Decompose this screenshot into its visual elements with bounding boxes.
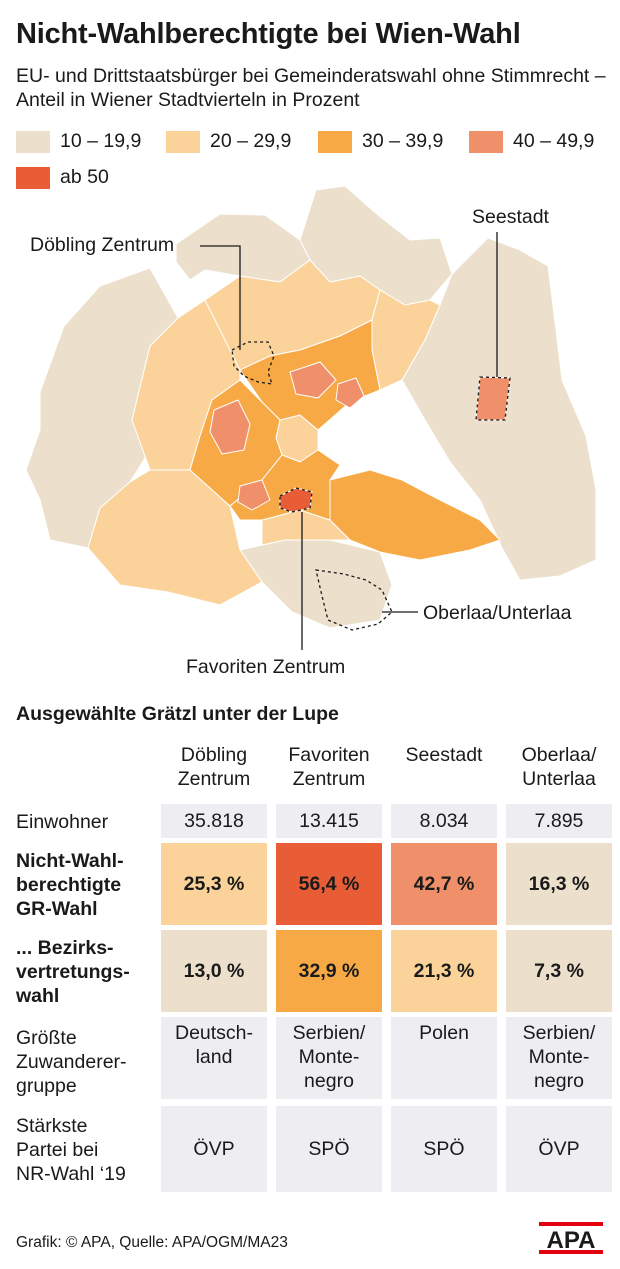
table-cell: 35.818 [161, 804, 267, 838]
vienna-district-map [25, 185, 597, 650]
map-regions [25, 185, 597, 629]
table-cell: ÖVP [506, 1106, 612, 1192]
map-label-oberlaa: Oberlaa/Unterlaa [423, 602, 572, 624]
row-label: Einwohner [16, 811, 109, 833]
table-cell: 21,3 % [391, 930, 497, 1012]
table-title: Ausgewählte Grätzl unter der Lupe [16, 703, 339, 725]
region-leopoldstadt-hot [289, 361, 337, 399]
region-south-hot [237, 479, 271, 511]
chart-title: Nicht-Wahlberechtigte bei Wien-Wahl [16, 18, 521, 50]
legend-swatch [318, 130, 352, 153]
legend-label: 20 – 29,9 [210, 130, 292, 152]
legend-item-ab-50: ab 50 [16, 166, 109, 189]
source-footer: Grafik: © APA, Quelle: APA/OGM/MA23 [16, 1234, 288, 1251]
legend-swatch [469, 130, 503, 153]
table-cell: Deutsch- land [161, 1017, 267, 1099]
table-cell: SPÖ [276, 1106, 382, 1192]
region-outer-west [25, 267, 179, 549]
map-label-favoriten: Favoriten Zentrum [186, 656, 346, 678]
table-cell: 25,3 % [161, 843, 267, 925]
map-leader-lines [200, 232, 498, 650]
table-cell: Serbien/ Monte- negro [276, 1017, 382, 1099]
map-highlights [231, 341, 511, 631]
legend-swatch [166, 130, 200, 153]
leader-doebling [200, 245, 241, 350]
chart-subtitle: EU- und Drittstaatsbürger bei Gemeindera… [16, 65, 606, 111]
row-label: Größte Zuwanderer- gruppe [16, 1027, 127, 1097]
column-header: Favoriten Zentrum [288, 744, 370, 790]
outline-oberlaa [315, 569, 393, 631]
legend-label: 10 – 19,9 [60, 130, 142, 152]
legend-item-30-39: 30 – 39,9 [318, 130, 443, 153]
row-label: Nicht-Wahl- berechtigte GR-Wahl [16, 850, 124, 920]
table-cell: 56,4 % [276, 843, 382, 925]
legend-item-10-19: 10 – 19,9 [16, 130, 141, 153]
column-header: Döbling Zentrum [177, 744, 251, 790]
table-cell: 7,3 % [506, 930, 612, 1012]
row-label: ... Bezirks- vertretungs- wahl [16, 937, 130, 1007]
table-cell: Polen [391, 1017, 497, 1099]
table-cell: 7.895 [506, 804, 612, 838]
map-label-doebling: Döbling Zentrum [30, 234, 175, 256]
legend-swatch [16, 130, 50, 153]
table-cell: SPÖ [391, 1106, 497, 1192]
table-cell: ÖVP [161, 1106, 267, 1192]
region-sw-orange [87, 469, 263, 606]
table-cell: 8.034 [391, 804, 497, 838]
table-cell: Serbien/ Monte- negro [506, 1017, 612, 1099]
legend-label: 30 – 39,9 [362, 130, 444, 152]
region-south [239, 539, 393, 629]
region-north-hills [175, 213, 311, 283]
legend-item-20-29: 20 – 29,9 [166, 130, 291, 153]
table-cell: 32,9 % [276, 930, 382, 1012]
legend-label: ab 50 [60, 166, 109, 188]
row-label: Stärkste Partei bei NR-Wahl ‘19 [16, 1115, 126, 1185]
table-cell: 13,0 % [161, 930, 267, 1012]
outline-seestadt [475, 376, 511, 421]
region-simmering [329, 469, 501, 561]
legend-swatch [16, 166, 50, 189]
apa-logo-bar [539, 1250, 603, 1254]
outline-favoriten [279, 487, 313, 513]
map-label-seestadt: Seestadt [472, 206, 549, 228]
region-west-hot [209, 399, 251, 455]
apa-logo-text: APA [547, 1227, 596, 1254]
region-east-hot [335, 377, 365, 409]
column-header: Seestadt [405, 744, 483, 766]
table-cell: 42,7 % [391, 843, 497, 925]
apa-logo: APA [539, 1222, 603, 1254]
table-cell: 13.415 [276, 804, 382, 838]
region-seestadt [475, 376, 511, 421]
legend-item-40-49: 40 – 49,9 [469, 130, 594, 153]
column-header: Oberlaa/ Unterlaa [521, 744, 597, 790]
table-cell: 16,3 % [506, 843, 612, 925]
legend-label: 40 – 49,9 [513, 130, 595, 152]
